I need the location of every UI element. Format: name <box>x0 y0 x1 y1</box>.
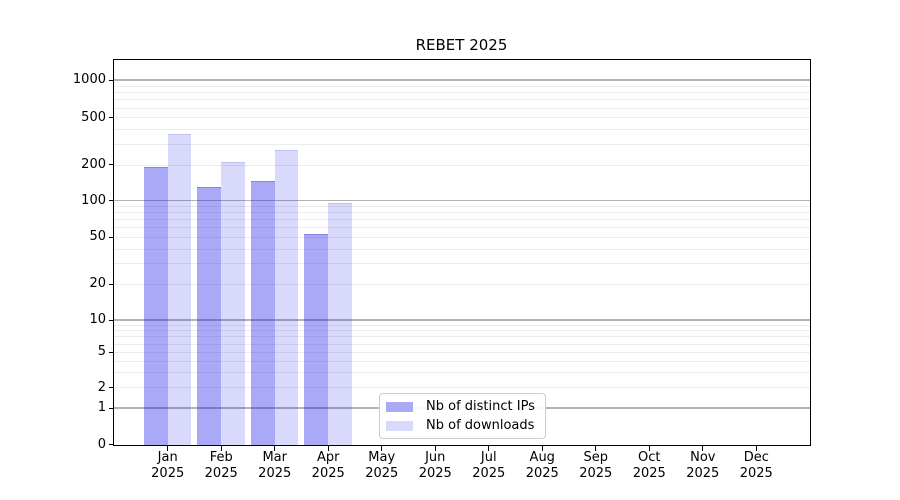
x-tick-label: Jul 2025 <box>472 450 506 481</box>
x-tick-label: Dec 2025 <box>739 450 773 481</box>
y-tick-label: 20 <box>89 276 106 292</box>
x-tick-mark <box>381 446 383 451</box>
gridline-minor <box>114 387 810 389</box>
gridline-minor <box>114 227 810 229</box>
gridline-minor <box>114 219 810 221</box>
gridline-minor <box>114 371 810 373</box>
gridline-minor <box>114 117 810 119</box>
x-tick-label: Oct 2025 <box>632 450 666 481</box>
y-tick-mark <box>108 79 113 81</box>
bar-distinct-ips-mar <box>250 181 275 445</box>
x-tick-label: Feb 2025 <box>204 450 238 481</box>
bar-distinct-ips-apr <box>304 234 329 445</box>
gridline-major <box>114 79 810 81</box>
y-tick-label: 1000 <box>72 72 106 88</box>
gridline-minor <box>114 206 810 208</box>
bar-downloads-jan <box>167 134 192 445</box>
legend-label-distinct-ips: Nb of distinct IPs <box>426 399 535 414</box>
y-tick-mark <box>108 407 113 409</box>
x-tick-mark <box>648 446 650 451</box>
legend-label-downloads: Nb of downloads <box>426 418 535 433</box>
gridline-minor <box>114 336 810 338</box>
y-tick-label: 0 <box>97 436 106 452</box>
x-tick-label: Aug 2025 <box>525 450 559 481</box>
gridline-minor <box>114 330 810 332</box>
x-tick-mark <box>274 446 276 451</box>
y-tick-label: 1 <box>97 400 106 416</box>
x-tick-mark <box>167 446 169 451</box>
bar-distinct-ips-jan <box>143 167 168 445</box>
gridline-minor <box>114 324 810 326</box>
gridline-minor <box>114 143 810 145</box>
y-tick-label: 2 <box>97 379 106 395</box>
gridline-minor <box>114 107 810 109</box>
gridline-minor <box>114 164 810 166</box>
bar-downloads-apr <box>328 202 352 445</box>
x-tick-mark <box>220 446 222 451</box>
legend-item-distinct-ips: Nb of distinct IPs <box>386 399 539 414</box>
bar-downloads-feb <box>221 162 245 445</box>
gridline-minor <box>114 360 810 362</box>
legend-swatch-downloads <box>386 420 413 431</box>
y-tick-label: 100 <box>81 192 106 208</box>
chart-title: REBET 2025 <box>415 36 508 54</box>
gridline-minor <box>114 237 810 239</box>
gridline-minor <box>114 343 810 345</box>
gridline-minor <box>114 284 810 286</box>
gridline-minor <box>114 92 810 94</box>
y-tick-label: 5 <box>97 344 106 360</box>
gridline-minor <box>114 128 810 130</box>
y-tick-label: 50 <box>89 229 106 245</box>
gridline-minor <box>114 263 810 265</box>
x-tick-label: Jan 2025 <box>151 450 185 481</box>
y-tick-mark <box>108 444 113 446</box>
x-tick-label: Nov 2025 <box>686 450 720 481</box>
plot-area <box>113 59 811 446</box>
x-tick-mark <box>541 446 543 451</box>
x-tick-label: Sep 2025 <box>579 450 613 481</box>
x-tick-mark <box>327 446 329 451</box>
legend-item-downloads: Nb of downloads <box>386 418 539 433</box>
x-tick-label: May 2025 <box>365 450 399 481</box>
y-tick-mark <box>108 236 113 238</box>
gridline-minor <box>114 351 810 353</box>
x-tick-label: Jun 2025 <box>418 450 452 481</box>
x-tick-label: Mar 2025 <box>258 450 292 481</box>
x-tick-mark <box>434 446 436 451</box>
y-tick-label: 10 <box>89 312 106 328</box>
bar-downloads-mar <box>274 149 299 445</box>
legend: Nb of distinct IPs Nb of downloads <box>379 393 546 439</box>
y-tick-mark <box>108 164 113 166</box>
gridline-major <box>114 199 810 202</box>
gridline-minor <box>114 99 810 101</box>
y-tick-mark <box>108 283 113 285</box>
x-tick-mark <box>702 446 704 451</box>
bar-distinct-ips-feb <box>197 186 221 445</box>
gridline-minor <box>114 248 810 250</box>
y-tick-mark <box>108 351 113 353</box>
y-tick-mark <box>108 319 113 321</box>
y-tick-mark <box>108 200 113 202</box>
x-tick-mark <box>488 446 490 451</box>
gridline-minor <box>114 85 810 87</box>
gridline-major <box>114 319 810 321</box>
y-tick-mark <box>108 117 113 119</box>
legend-swatch-distinct-ips <box>386 401 413 412</box>
y-tick-label: 200 <box>81 156 106 172</box>
y-tick-mark <box>108 386 113 389</box>
y-tick-label: 500 <box>81 109 106 125</box>
gridline-minor <box>114 212 810 214</box>
x-tick-label: Apr 2025 <box>311 450 345 481</box>
x-tick-mark <box>595 446 597 451</box>
x-tick-mark <box>755 446 757 451</box>
